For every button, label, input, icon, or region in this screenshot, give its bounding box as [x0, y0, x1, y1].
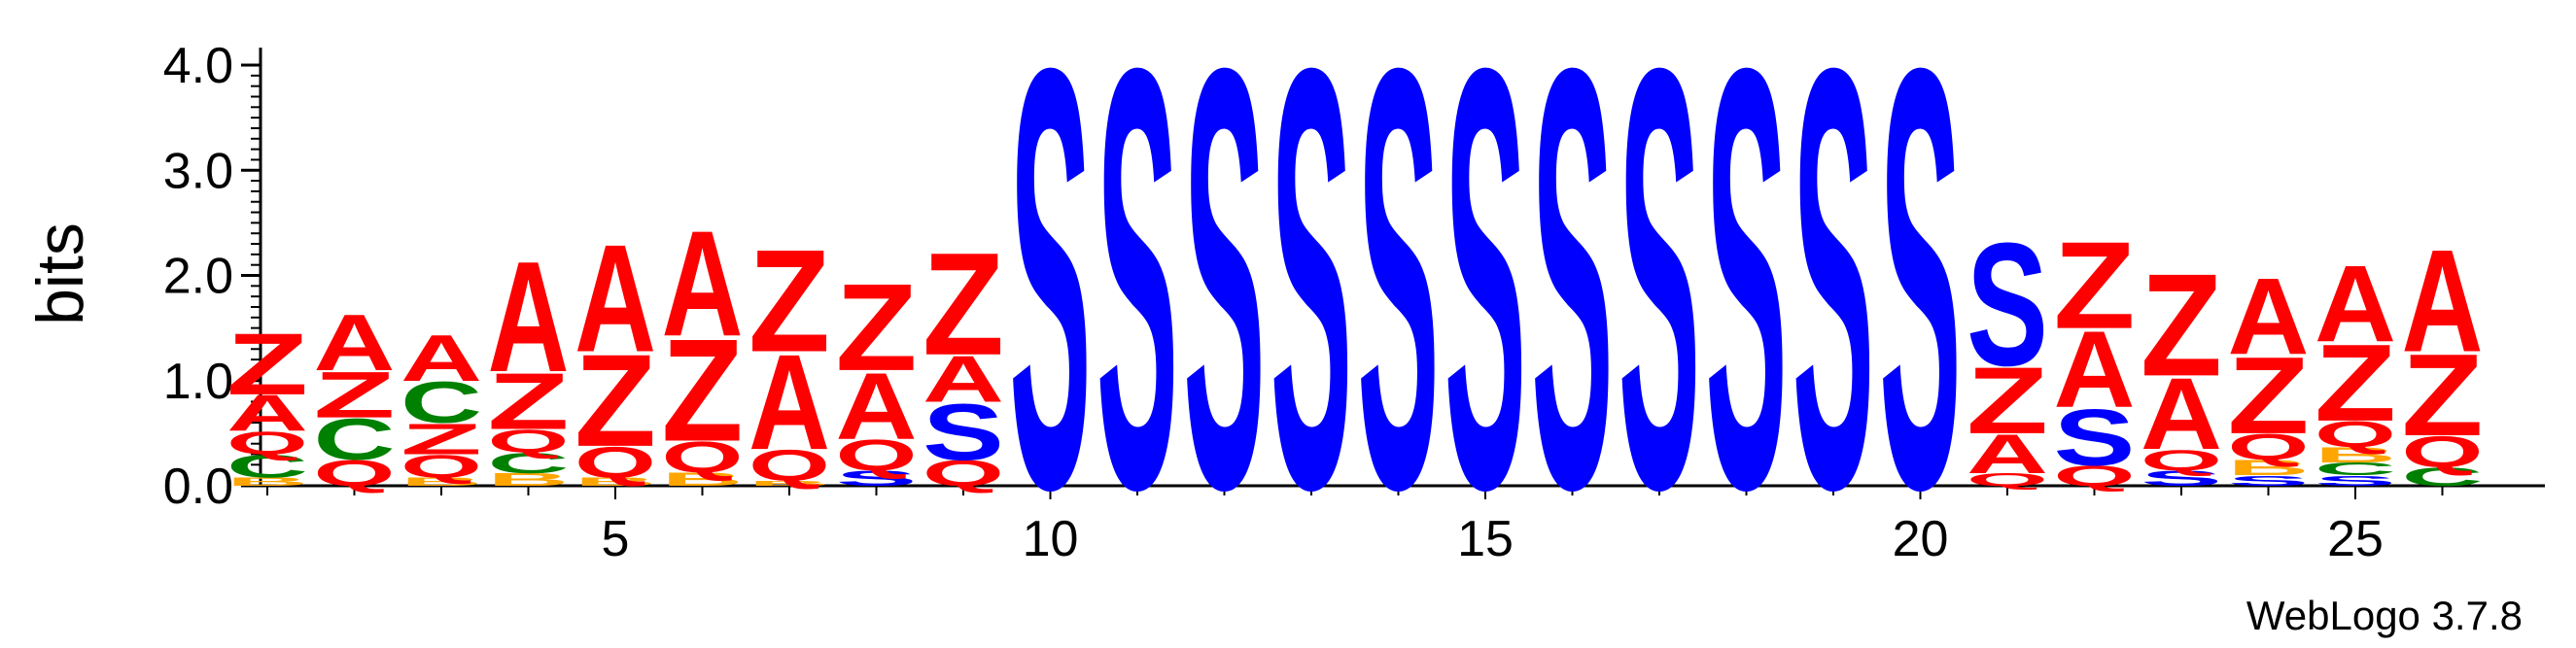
logo-letter-C: C	[2402, 462, 2484, 492]
logo-letter-A: A	[2228, 256, 2310, 378]
y-tick-label: 3.0	[163, 143, 233, 199]
logo-letter-S: S	[1619, 0, 1700, 613]
logo-letter-S: S	[1097, 0, 1178, 613]
logo-letter-S: S	[1706, 0, 1788, 613]
logo-letter-A: A	[1967, 424, 2048, 486]
logo-letter-A: A	[314, 298, 396, 388]
logo-letter-A: A	[400, 323, 482, 395]
logo-letter-A: A	[574, 213, 656, 385]
logo-letter-B: B	[2228, 456, 2310, 480]
logo-letter-C: C	[226, 449, 308, 485]
logo-letter-Q: Q	[748, 441, 830, 490]
logo-letter-Q: Q	[400, 449, 482, 485]
logo-letter-A: A	[836, 352, 918, 459]
logo-letter-Q: Q	[662, 433, 744, 482]
logo-letter-Q: Q	[922, 454, 1004, 495]
logo-letter-S: S	[1532, 0, 1614, 613]
logo-letter-S: S	[836, 466, 918, 491]
logo-letter-Q: Q	[1967, 470, 2048, 490]
logo-letter-S: S	[1358, 0, 1440, 613]
logo-letter-Q: Q	[488, 424, 570, 460]
logo-letter-Z: Z	[226, 316, 308, 413]
logo-letter-Z: Z	[1967, 347, 2048, 454]
y-tick-label: 1.0	[163, 354, 233, 410]
logo-letter-Z: Z	[2054, 217, 2136, 356]
logo-letter-S: S	[2141, 466, 2222, 491]
logo-letter-C: C	[2315, 460, 2396, 479]
logo-letter-Z: Z	[922, 222, 1004, 386]
logo-letter-Z: Z	[2141, 244, 2222, 407]
logo-letter-S: S	[922, 388, 1004, 477]
logo-letter-B: B	[2315, 443, 2396, 467]
logo-letter-Z: Z	[748, 220, 830, 383]
x-tick-label: 20	[1893, 511, 1949, 567]
logo-letter-A: A	[488, 228, 570, 405]
logo-letter-Q: Q	[226, 426, 308, 461]
axes-layer: 0.0 1.0 2.0 3.0 4.0 5 10 15 20 25	[163, 38, 2545, 567]
logo-letter-A: A	[922, 343, 1004, 416]
logo-letter-Z: Z	[836, 258, 918, 397]
logo-letter-Q: Q	[2054, 460, 2136, 493]
logo-letter-Q: Q	[574, 438, 656, 487]
logo-letter-Q: Q	[836, 431, 918, 480]
logo-letter-A: A	[748, 326, 830, 478]
x-tick-label: 10	[1023, 511, 1079, 567]
logo-letter-Z: Z	[400, 415, 482, 463]
weblogo-credit: WebLogo 3.7.8	[2246, 593, 2523, 638]
logo-letter-B: B	[748, 479, 830, 487]
logo-letter-S: S	[2315, 473, 2396, 490]
logo-letter-S: S	[1793, 0, 1874, 613]
logo-letter-C: C	[314, 407, 396, 472]
x-tick-label: 15	[1457, 511, 1514, 567]
logo-letter-S: S	[2054, 392, 2136, 482]
logo-letter-A: A	[2141, 357, 2222, 471]
logo-letter-Z: Z	[574, 327, 656, 474]
y-tick-label: 0.0	[163, 459, 233, 515]
logo-letter-B: B	[574, 475, 656, 488]
y-tick-label: 2.0	[163, 249, 233, 305]
logo-letter-Q: Q	[2315, 415, 2396, 456]
logo-letter-C: C	[400, 370, 482, 435]
x-tick-label: 5	[602, 511, 630, 567]
logo-letter-S: S	[1967, 206, 2048, 402]
logo-letter-A: A	[662, 199, 744, 367]
logo-letter-S: S	[2228, 473, 2310, 490]
logo-letter-Z: Z	[662, 309, 744, 472]
logo-letter-Q: Q	[2228, 427, 2310, 468]
y-axis-label: bits	[23, 222, 97, 325]
logo-letter-Z: Z	[2315, 322, 2396, 444]
y-tick-label: 4.0	[163, 38, 233, 94]
logo-letter-Z: Z	[2402, 330, 2484, 460]
logo-letter-A: A	[2315, 243, 2396, 365]
logo-letter-B: B	[662, 469, 744, 491]
logo-letter-A: A	[2054, 308, 2136, 430]
logo-letter-Q: Q	[314, 454, 396, 495]
logo-letter-Q: Q	[2402, 427, 2484, 476]
logo-letter-S: S	[1010, 0, 1092, 613]
logo-letter-B: B	[400, 475, 482, 488]
logo-letter-S: S	[1271, 0, 1352, 613]
logo-letter-Z: Z	[314, 358, 396, 431]
logo-letter-Q: Q	[2141, 443, 2222, 476]
logo-letter-B: B	[226, 475, 308, 488]
logo-letter-S: S	[1445, 0, 1526, 613]
logo-letter-S: S	[1184, 0, 1266, 613]
logo-letter-Z: Z	[2228, 334, 2310, 457]
x-tick-label: 25	[2327, 511, 2384, 567]
logo-letter-B: B	[488, 470, 570, 490]
logo-letter-Z: Z	[488, 358, 570, 447]
logo-letter-A: A	[226, 385, 308, 442]
logo-letter-C: C	[488, 447, 570, 480]
logo-letter-A: A	[2402, 220, 2484, 383]
logo-letter-S: S	[1880, 0, 1962, 613]
